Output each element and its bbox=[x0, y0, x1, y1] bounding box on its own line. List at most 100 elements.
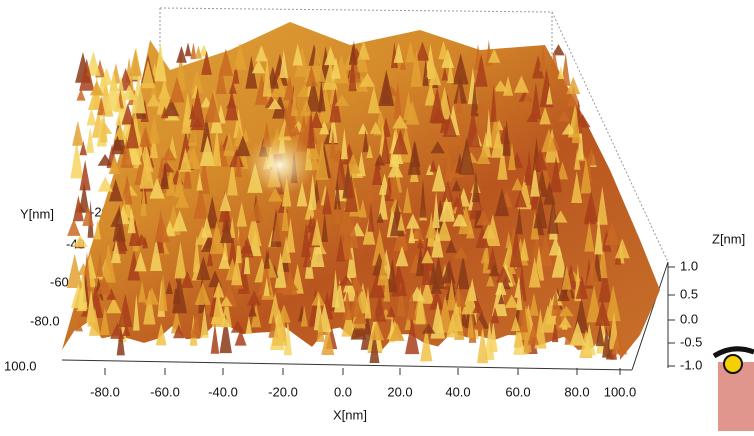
surface-spike bbox=[261, 250, 271, 288]
surface-spike bbox=[78, 181, 90, 213]
surface-spike bbox=[192, 235, 201, 273]
surface-spike bbox=[430, 301, 446, 339]
surface-spike bbox=[453, 74, 467, 104]
surface-spike bbox=[511, 177, 524, 191]
surface-spike bbox=[79, 159, 91, 191]
surface-spike bbox=[233, 108, 244, 139]
surface-spike bbox=[521, 91, 533, 108]
surface-spike bbox=[594, 298, 611, 326]
surface-spike bbox=[72, 120, 84, 146]
surface-spike bbox=[503, 76, 514, 96]
surface-spike bbox=[100, 307, 110, 336]
surface-spike bbox=[571, 107, 581, 144]
surface-spike bbox=[267, 98, 282, 110]
surface-spike bbox=[430, 141, 445, 154]
surface-spike bbox=[310, 230, 325, 268]
x-tick-label: -80.0 bbox=[90, 384, 120, 399]
surface-spike bbox=[476, 100, 487, 114]
surface-spike bbox=[514, 189, 527, 208]
surface-spike bbox=[470, 80, 479, 117]
surface-spike bbox=[245, 55, 258, 89]
surface-spike bbox=[419, 279, 435, 304]
surface-spike bbox=[86, 107, 97, 126]
surface-spike bbox=[399, 56, 407, 70]
surface-spike bbox=[532, 55, 544, 79]
surface-spike bbox=[161, 106, 169, 119]
surface-spike bbox=[444, 150, 453, 182]
surface-spike bbox=[213, 281, 225, 298]
surface-spike bbox=[490, 307, 500, 324]
surface-spike bbox=[328, 110, 338, 143]
surface-spike bbox=[229, 217, 236, 238]
surface-spike bbox=[321, 323, 335, 355]
surface-spike bbox=[441, 260, 456, 284]
surface-spike bbox=[86, 51, 101, 76]
surface-spike bbox=[283, 75, 296, 101]
surface-spike bbox=[200, 96, 213, 108]
surface-spike bbox=[402, 186, 412, 214]
surface-spike bbox=[329, 129, 337, 159]
z-axis-label: Z[nm] bbox=[712, 231, 745, 246]
surface-spike bbox=[231, 254, 243, 286]
surface-spike bbox=[467, 306, 475, 338]
surface-spike bbox=[326, 168, 337, 208]
surface-spike bbox=[94, 219, 101, 240]
surface-spike bbox=[598, 263, 612, 303]
surface-spike bbox=[169, 76, 185, 103]
surface-spike bbox=[100, 67, 113, 86]
surface-spike bbox=[372, 294, 387, 322]
surface-spike bbox=[204, 92, 221, 123]
surface-spike bbox=[392, 129, 409, 155]
surface-spike bbox=[367, 202, 375, 232]
surface-spike bbox=[139, 125, 152, 147]
surface-spike bbox=[476, 148, 491, 165]
surface-spike bbox=[429, 261, 438, 285]
surface-spike bbox=[538, 233, 553, 267]
surface-spike bbox=[308, 173, 318, 211]
surface-spike bbox=[296, 181, 308, 207]
surface-spike bbox=[604, 221, 620, 246]
surface-spike bbox=[143, 289, 156, 325]
surface-spike bbox=[210, 323, 220, 354]
surface-spike bbox=[313, 45, 320, 68]
surface-spike bbox=[432, 190, 440, 229]
surface-spike bbox=[574, 148, 581, 170]
surface-spike bbox=[369, 121, 382, 134]
surface-spike bbox=[549, 156, 563, 193]
surface-spike bbox=[526, 111, 539, 122]
surface-spike bbox=[491, 278, 508, 317]
surface-spike bbox=[369, 272, 385, 298]
surface-spike bbox=[472, 319, 485, 330]
surface-spike bbox=[415, 245, 426, 277]
surface-spike bbox=[234, 328, 247, 346]
surface-spike bbox=[161, 160, 169, 190]
surface-spike bbox=[405, 100, 420, 125]
surface-spike bbox=[529, 292, 539, 316]
surface-spike bbox=[472, 300, 484, 314]
surface-spike bbox=[611, 326, 628, 355]
surface-spike bbox=[561, 123, 577, 135]
z-tick-label: 0.5 bbox=[680, 286, 698, 301]
surface-spike bbox=[460, 307, 468, 327]
surface-spike bbox=[426, 43, 435, 78]
surface-spike bbox=[305, 65, 317, 87]
surface-spike bbox=[134, 251, 147, 272]
surface-spike bbox=[466, 220, 475, 239]
surface-spike bbox=[236, 229, 246, 246]
surface-spike bbox=[519, 237, 529, 261]
surface-spike bbox=[82, 205, 94, 226]
surface-spike bbox=[561, 52, 571, 86]
surface-spike bbox=[141, 59, 155, 89]
surface-spike bbox=[263, 276, 270, 296]
surface-spike bbox=[389, 129, 400, 167]
surface-spike bbox=[121, 84, 137, 100]
surface-spike bbox=[421, 249, 434, 264]
surface-spike bbox=[378, 69, 395, 106]
surface-spike bbox=[144, 287, 160, 305]
surface-spike bbox=[334, 176, 341, 210]
surface-spike bbox=[158, 273, 168, 311]
surface-spike bbox=[285, 217, 296, 253]
surface-spike bbox=[311, 291, 325, 306]
surface-spike bbox=[438, 197, 455, 222]
surface-spike bbox=[387, 160, 404, 178]
